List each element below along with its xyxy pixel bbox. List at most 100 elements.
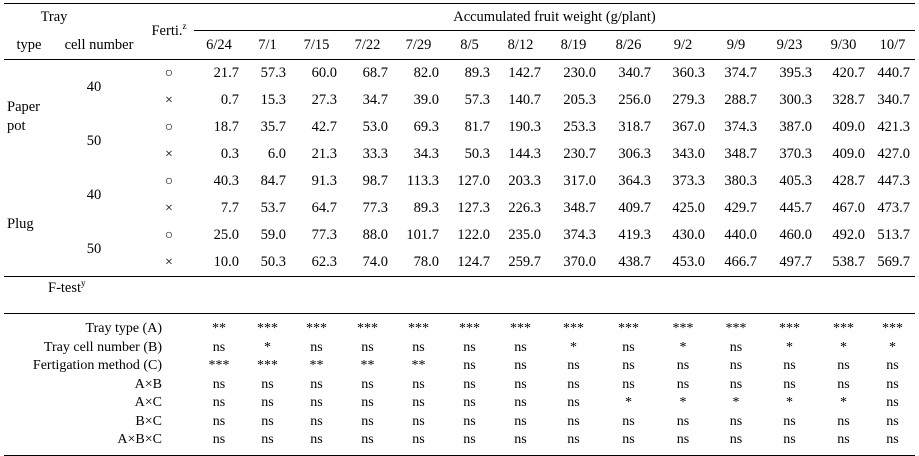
table-row: 50 ○ 25.0 59.0 77.3 88.0 101.7 122.0 235.0 374.3 4… [4,222,915,277]
weight-value: 348.7 [563,200,596,217]
ftest-significance: *** [725,321,747,337]
ftest-factor-label: Fertigation method (C) [32,358,162,374]
weight-value: 440.0 [724,227,757,244]
weight-value: 27.3 [311,92,337,109]
weight-value: 81.7 [464,119,490,136]
ftest-significance: ns [463,339,476,355]
ferti-symbol: × [144,249,194,277]
ftest-significance: ns [837,358,850,374]
weight-value: 428.7 [832,173,865,190]
weight-value: 421.3 [877,119,910,136]
weight-value: 373.3 [672,173,705,190]
ferti-symbol: ○ [164,173,174,189]
weight-value: 317.0 [563,173,596,190]
ftest-significance: * [570,339,577,355]
ftest-significance: ns [194,431,244,456]
ftest-significance: ns [361,339,374,355]
weight-value: 374.3 [724,119,757,136]
weight-value: 367.0 [672,119,705,136]
ftest-significance: ns [463,395,476,411]
weight-value: 82.0 [413,65,439,82]
ftest-significance: * [840,339,847,355]
ferti-label: Ferti. [151,23,183,40]
ferti-symbol: ○ [164,119,174,135]
ftest-row: Fertigation method (C) *** *** ** ** ** ns ns ns… [4,357,915,376]
ftest-significance: ** [309,358,324,374]
weight-value: 84.7 [260,173,286,190]
weight-value: 33.3 [362,146,388,163]
ftest-significance: *** [779,321,800,337]
date-header: 8/19 [546,30,601,60]
date-header: 9/2 [656,30,710,60]
weight-value: 60.0 [311,65,337,82]
weight-value: 288.7 [724,92,757,109]
weight-value: 538.7 [817,249,870,277]
ftest-significance: ns [622,376,635,392]
cell-number-cell: 40 [86,78,102,95]
weight-value: 429.7 [724,200,757,217]
weight-value: 300.3 [779,92,812,109]
ftest-significance: ns [463,376,476,392]
weight-value: 380.3 [724,173,757,190]
ftest-significance: ns [514,395,527,411]
ftest-significance: *** [257,358,278,374]
ftest-significance: ns [817,431,870,456]
weight-value: 113.3 [406,173,439,190]
weight-value: 59.0 [260,227,286,244]
ftest-factor-label: A×B [134,376,162,392]
weight-value: 50.3 [244,249,291,277]
weight-value: 18.7 [213,119,239,136]
ftest-significance: ns [412,395,425,411]
cell-number-cell: 50 [86,132,102,149]
ftest-footnote-mark: y [81,278,86,289]
weight-value: 420.7 [832,65,865,82]
ftest-factor-label: Tray cell number (B) [43,339,162,355]
cell-number-header: cell number [54,30,144,60]
ftest-significance: * [732,395,740,411]
ftest-significance: ns [762,431,817,456]
weight-value: 57.3 [464,92,490,109]
table-row: Plug 40 ○ 40.3 84.7 91.3 98.7 113.3 127.0 203.3 31… [4,168,915,277]
ftest-significance: ns [676,358,690,374]
ftest-significance: *** [833,321,854,337]
weight-value: 340.7 [618,65,651,82]
weight-value: 460.0 [779,227,812,244]
weight-value: 34.7 [362,92,388,109]
weight-value: 328.7 [832,92,865,109]
date-header: 7/29 [393,30,444,60]
ftest-significance: *** [510,321,531,337]
weight-value: 0.3 [220,146,239,163]
ftest-significance: * [786,395,793,411]
weight-value: 497.7 [762,249,817,277]
ftest-significance: *** [208,358,230,374]
weight-value: 0.7 [220,92,239,109]
ferti-symbol: × [165,92,173,108]
ftest-significance: ns [444,431,495,456]
date-header: 8/5 [444,30,495,60]
ftest-significance: *** [306,321,327,337]
ftest-significance: ns [244,431,291,456]
ftest-significance: *** [257,321,278,337]
ftest-row: B×C ns ns ns ns ns ns ns ns ns ns ns ns ns ns [4,413,915,432]
ftest-significance: ns [342,431,393,456]
ftest-significance: ns [886,395,899,411]
weight-value: 124.7 [444,249,495,277]
ftest-significance: ns [412,376,425,392]
ftest-significance: * [889,339,896,355]
weight-value: 77.3 [362,200,388,217]
weight-value: 205.3 [563,92,596,109]
ftest-significance: *** [672,321,694,337]
ferti-symbol: × [165,146,173,162]
weight-value: 445.7 [779,200,812,217]
weight-value: 88.0 [362,227,388,244]
weight-value: 467.0 [832,200,865,217]
date-header: 6/24 [194,30,244,60]
weight-value: 438.7 [601,249,656,277]
header-row-2: type cell number 6/24 7/1 7/15 7/22 7/29 8/5 8… [4,30,915,60]
ftest-significance: * [786,339,793,355]
ftest-significance: *** [882,321,903,337]
ftest-significance: ** [411,358,426,374]
ftest-significance: ns [495,431,546,456]
weight-value: 318.7 [618,119,651,136]
